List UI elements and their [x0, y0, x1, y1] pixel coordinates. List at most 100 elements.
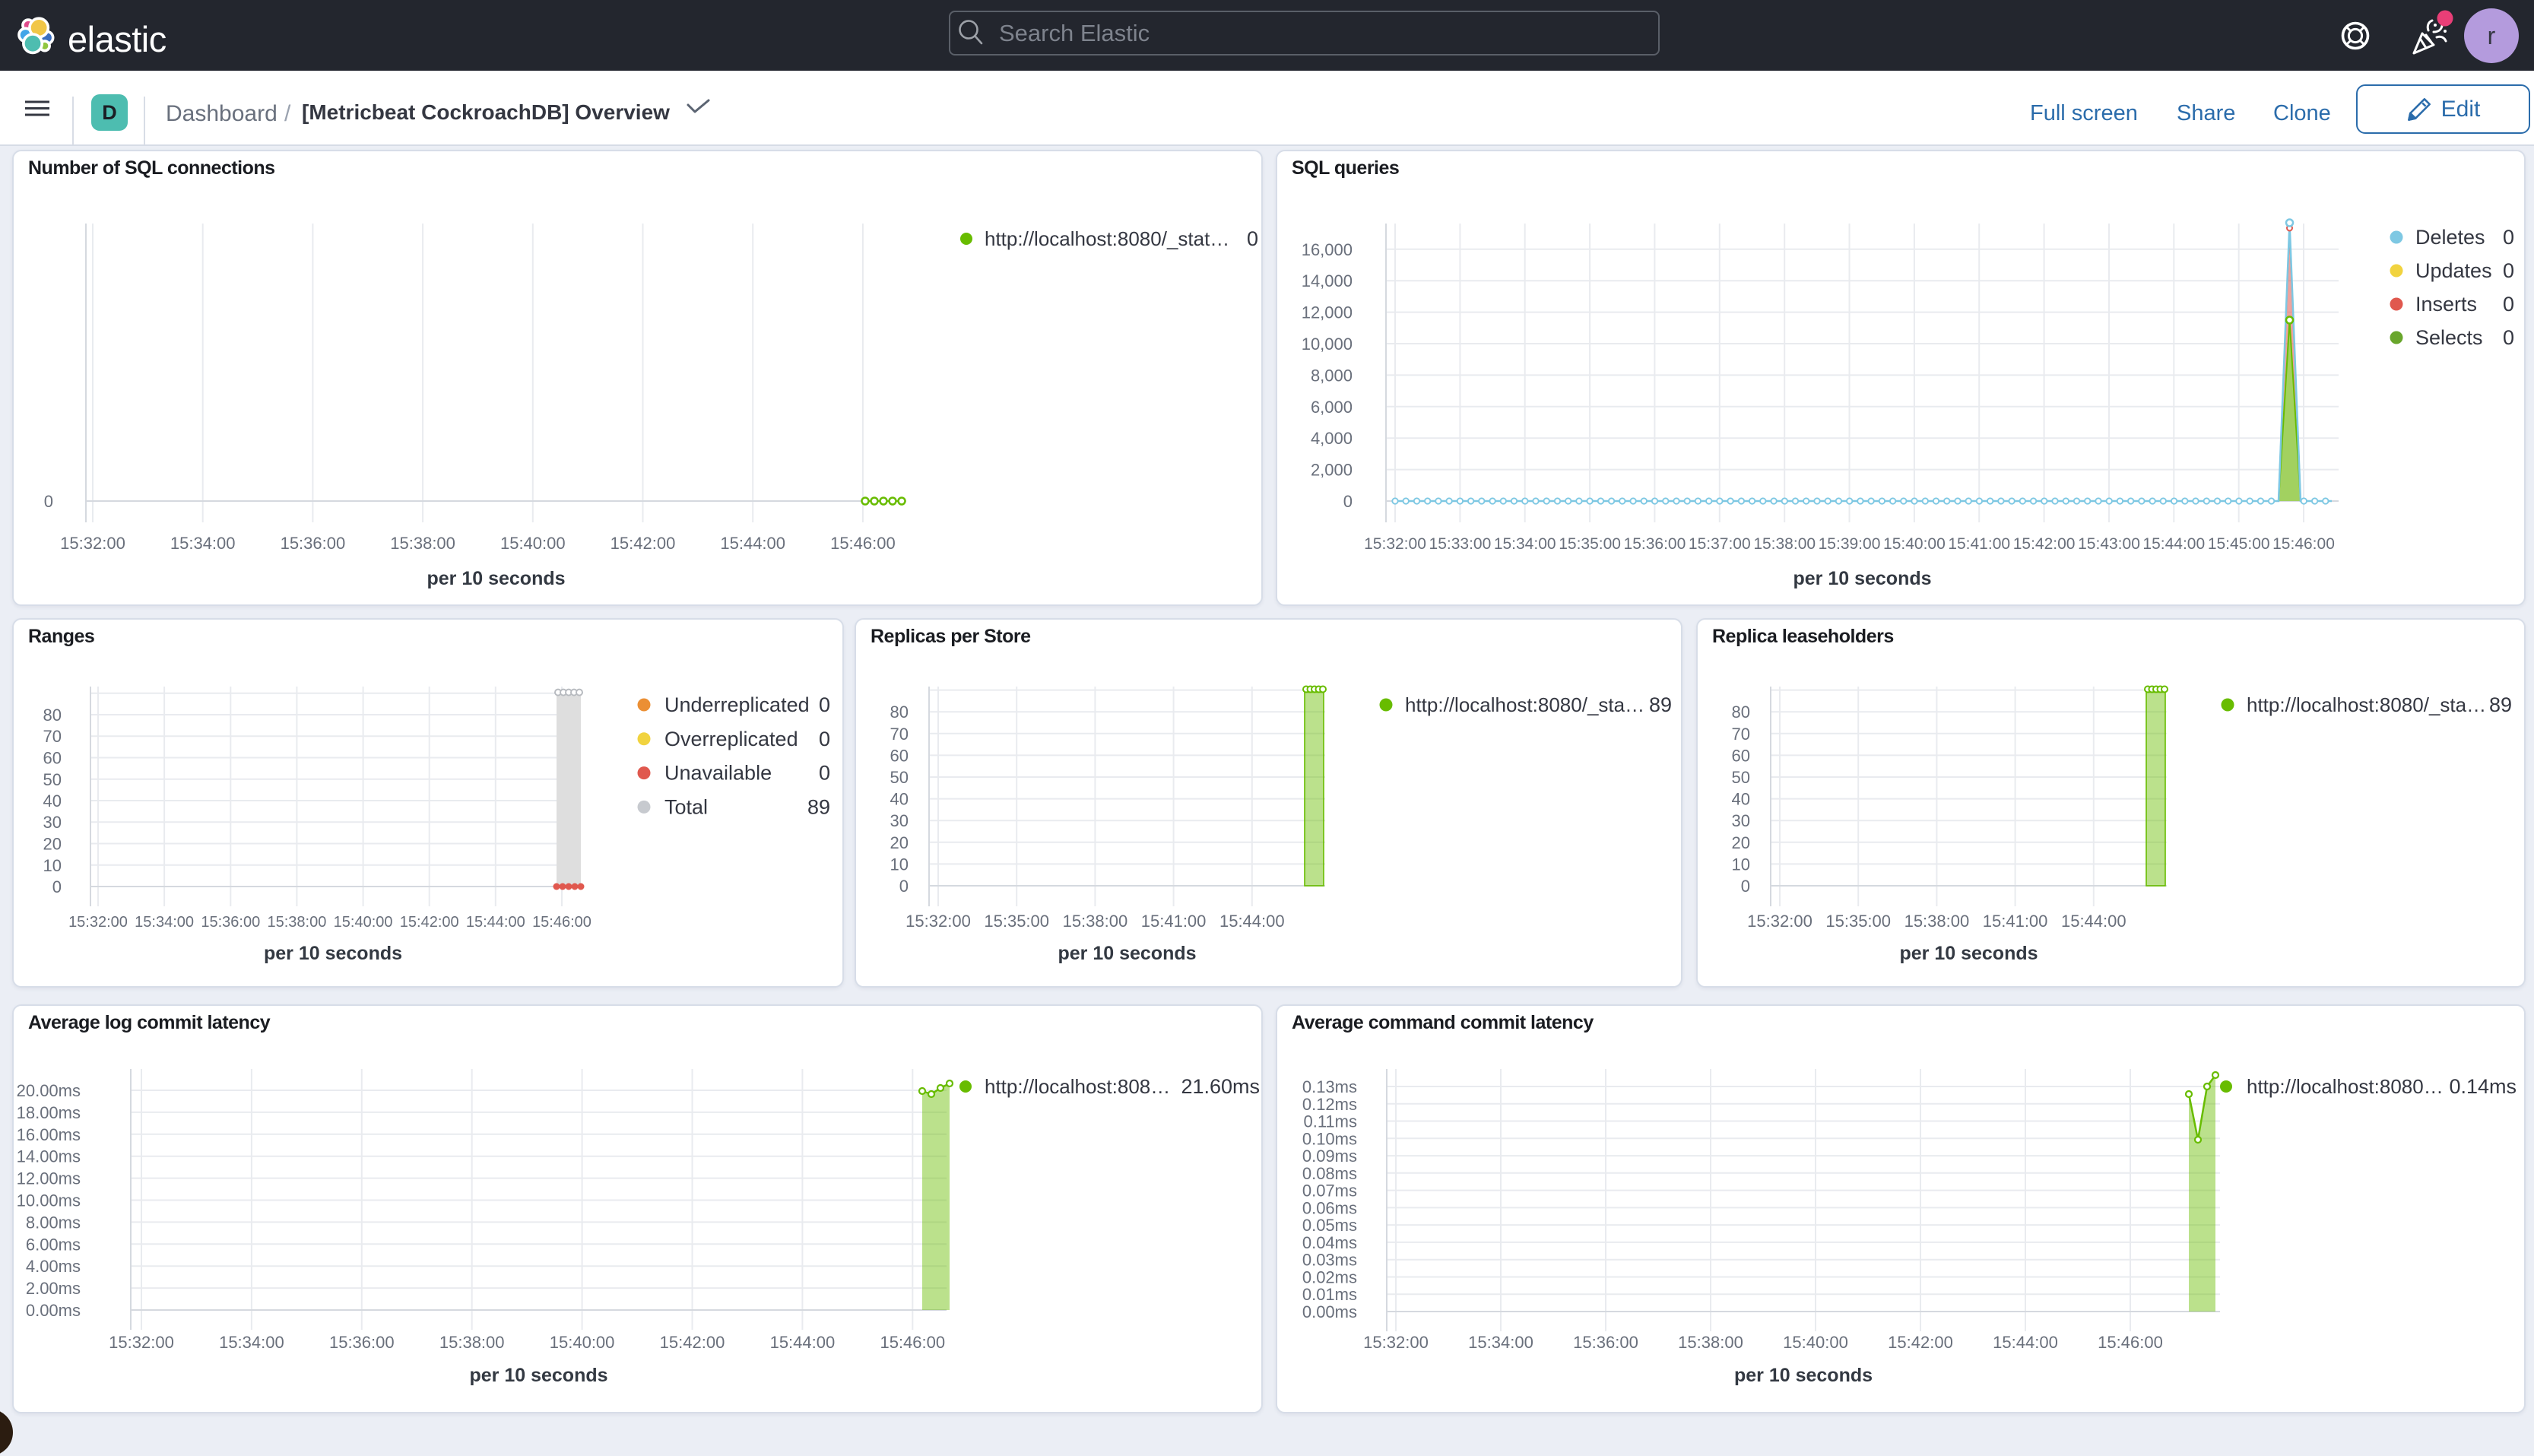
svg-text:15:34:00: 15:34:00 [1468, 1333, 1533, 1352]
svg-text:14.00ms: 14.00ms [17, 1147, 81, 1166]
svg-text:0: 0 [899, 877, 909, 896]
svg-text:0.11ms: 0.11ms [1303, 1112, 1357, 1131]
svg-text:per 10 seconds: per 10 seconds [264, 943, 402, 964]
svg-text:15:32:00: 15:32:00 [1364, 535, 1426, 553]
svg-text:http://localhost:8080/_sta…: http://localhost:8080/_sta… [2247, 693, 2486, 716]
svg-text:0: 0 [2503, 259, 2514, 282]
svg-text:per 10 seconds: per 10 seconds [427, 568, 565, 589]
svg-text:0: 0 [2503, 326, 2514, 349]
svg-text:0: 0 [1247, 227, 1258, 250]
svg-text:80: 80 [43, 706, 62, 725]
svg-text:4,000: 4,000 [1311, 429, 1353, 448]
svg-text:15:46:00: 15:46:00 [2272, 535, 2335, 553]
svg-text:15:40:00: 15:40:00 [1783, 1333, 1848, 1352]
svg-text:15:42:00: 15:42:00 [611, 534, 676, 553]
svg-text:15:44:00: 15:44:00 [1219, 912, 1285, 931]
svg-text:18.00ms: 18.00ms [17, 1103, 81, 1122]
svg-text:15:44:00: 15:44:00 [1993, 1333, 2058, 1352]
svg-text:15:38:00: 15:38:00 [439, 1333, 505, 1352]
svg-text:15:44:00: 15:44:00 [2142, 535, 2205, 553]
svg-text:16.00ms: 16.00ms [17, 1125, 81, 1144]
svg-text:0: 0 [1343, 492, 1353, 511]
svg-text:2,000: 2,000 [1311, 461, 1353, 480]
svg-text:15:41:00: 15:41:00 [1948, 535, 2010, 553]
svg-text:0.13ms: 0.13ms [1302, 1077, 1357, 1096]
svg-text:40: 40 [43, 791, 62, 810]
svg-text:15:40:00: 15:40:00 [550, 1333, 615, 1352]
svg-text:6,000: 6,000 [1311, 398, 1353, 417]
svg-text:89: 89 [1649, 693, 1672, 716]
svg-text:15:41:00: 15:41:00 [1141, 912, 1207, 931]
svg-text:0: 0 [2503, 293, 2514, 316]
svg-text:15:39:00: 15:39:00 [1819, 535, 1881, 553]
svg-text:15:32:00: 15:32:00 [68, 914, 128, 931]
svg-text:15:45:00: 15:45:00 [2208, 535, 2270, 553]
svg-text:0.08ms: 0.08ms [1302, 1164, 1357, 1183]
svg-text:20: 20 [890, 833, 909, 852]
svg-text:12,000: 12,000 [1302, 303, 1353, 322]
svg-text:0.03ms: 0.03ms [1302, 1251, 1357, 1270]
svg-text:0.12ms: 0.12ms [1302, 1095, 1357, 1114]
svg-text:14,000: 14,000 [1302, 271, 1353, 290]
svg-text:Underreplicated: Underreplicated [664, 693, 810, 716]
svg-text:89: 89 [807, 795, 830, 818]
svg-text:50: 50 [43, 770, 62, 789]
svg-text:15:32:00: 15:32:00 [109, 1333, 174, 1352]
svg-text:10: 10 [43, 856, 62, 875]
svg-text:60: 60 [890, 746, 909, 765]
svg-text:0.07ms: 0.07ms [1302, 1182, 1357, 1201]
svg-text:70: 70 [43, 727, 62, 746]
svg-text:12.00ms: 12.00ms [17, 1169, 81, 1188]
svg-text:15:34:00: 15:34:00 [219, 1333, 284, 1352]
svg-text:15:36:00: 15:36:00 [1573, 1333, 1638, 1352]
svg-text:http://localhost:8080…: http://localhost:8080… [2247, 1075, 2444, 1098]
svg-text:80: 80 [890, 703, 909, 722]
svg-text:15:36:00: 15:36:00 [201, 914, 260, 931]
svg-text:15:35:00: 15:35:00 [984, 912, 1049, 931]
svg-text:Deletes: Deletes [2415, 226, 2485, 249]
svg-text:30: 30 [1732, 811, 1750, 830]
svg-text:http://localhost:8080/_stat…: http://localhost:8080/_stat… [985, 227, 1229, 250]
svg-text:0.05ms: 0.05ms [1302, 1216, 1357, 1235]
svg-text:15:34:00: 15:34:00 [135, 914, 194, 931]
svg-text:0.06ms: 0.06ms [1302, 1198, 1357, 1217]
svg-text:21.60ms: 21.60ms [1181, 1075, 1260, 1098]
svg-text:8,000: 8,000 [1311, 366, 1353, 385]
svg-text:20.00ms: 20.00ms [17, 1081, 81, 1100]
svg-text:15:35:00: 15:35:00 [1559, 535, 1621, 553]
svg-text:15:36:00: 15:36:00 [1624, 535, 1686, 553]
svg-text:70: 70 [890, 725, 909, 744]
svg-text:15:40:00: 15:40:00 [334, 914, 393, 931]
svg-text:per 10 seconds: per 10 seconds [1058, 943, 1196, 964]
svg-text:per 10 seconds: per 10 seconds [1899, 943, 2038, 964]
svg-text:Inserts: Inserts [2415, 293, 2477, 316]
svg-text:http://localhost:8080/_sta…: http://localhost:8080/_sta… [1405, 693, 1644, 716]
svg-text:15:38:00: 15:38:00 [1753, 535, 1816, 553]
svg-text:15:38:00: 15:38:00 [267, 914, 326, 931]
svg-text:0: 0 [1741, 877, 1750, 896]
svg-text:60: 60 [43, 749, 62, 768]
svg-text:15:46:00: 15:46:00 [2098, 1333, 2163, 1352]
svg-text:50: 50 [1732, 768, 1750, 787]
svg-text:20: 20 [1732, 833, 1750, 852]
svg-text:10: 10 [1732, 855, 1750, 874]
svg-text:6.00ms: 6.00ms [26, 1235, 81, 1254]
svg-text:15:36:00: 15:36:00 [281, 534, 346, 553]
svg-text:15:36:00: 15:36:00 [329, 1333, 395, 1352]
svg-text:Overreplicated: Overreplicated [664, 728, 798, 750]
svg-text:15:40:00: 15:40:00 [1883, 535, 1946, 553]
svg-text:15:35:00: 15:35:00 [1825, 912, 1891, 931]
svg-text:30: 30 [43, 813, 62, 832]
svg-text:15:32:00: 15:32:00 [60, 534, 125, 553]
svg-text:15:46:00: 15:46:00 [532, 914, 591, 931]
svg-text:40: 40 [1732, 790, 1750, 809]
svg-text:0.00ms: 0.00ms [1302, 1302, 1357, 1321]
svg-text:0: 0 [52, 877, 62, 896]
svg-text:0.10ms: 0.10ms [1302, 1129, 1357, 1148]
svg-text:Selects: Selects [2415, 326, 2483, 349]
svg-text:2.00ms: 2.00ms [26, 1279, 81, 1298]
svg-text:15:42:00: 15:42:00 [2013, 535, 2076, 553]
svg-text:0.14ms: 0.14ms [2449, 1075, 2517, 1098]
svg-text:15:46:00: 15:46:00 [830, 534, 896, 553]
svg-text:15:42:00: 15:42:00 [660, 1333, 725, 1352]
